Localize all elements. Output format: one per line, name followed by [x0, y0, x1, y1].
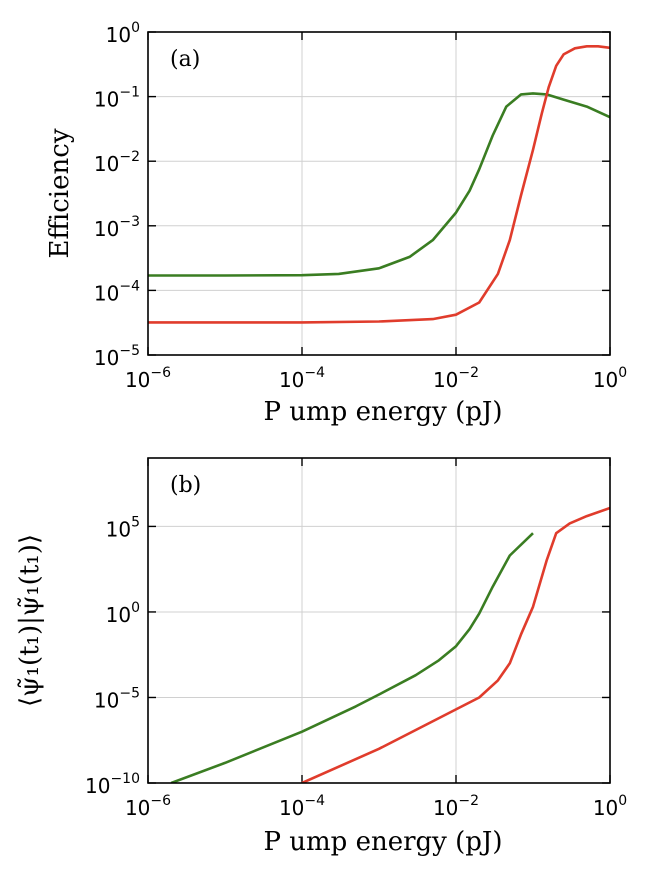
panel-a: 10−6 10−4 10−2 10010−510−410−310−210−1100(a… [45, 20, 627, 427]
y-tick-label-base: 10 [94, 346, 119, 370]
x-tick-label: 10−2 [433, 365, 479, 392]
y-tick-label: 100 [106, 20, 140, 47]
x-axis-label: P ump energy (pJ) [264, 827, 503, 857]
x-tick-label-base: 10 [593, 796, 618, 820]
x-tick-label-base: 10 [433, 796, 458, 820]
y-tick-label-exp: −10 [110, 771, 140, 787]
y-tick-label: 10−4 [94, 278, 140, 305]
y-tick-label-base: 10 [85, 774, 110, 798]
y-tick-label-base: 10 [94, 88, 119, 112]
y-tick-label: 100 [106, 600, 140, 627]
panel-label: (a) [170, 47, 200, 72]
y-tick-label: 10−5 [94, 343, 140, 370]
x-tick-label-base: 10 [279, 368, 304, 392]
x-tick-label-exp: −6 [150, 365, 171, 381]
x-tick-label: 10−4 [279, 793, 325, 820]
x-tick-label-exp: 0 [618, 793, 627, 809]
x-tick-label: 100 [593, 365, 627, 392]
y-tick-label: 10−5 [94, 685, 140, 712]
y-tick-label-exp: 0 [131, 600, 140, 616]
y-tick-label-base: 10 [94, 217, 119, 241]
y-axis-label: ⟨ψ̃₁(t₁)|ψ̃₁(t₁)⟩ [15, 534, 45, 707]
x-tick-label: 100 [593, 793, 627, 820]
series-green-line [148, 92, 610, 277]
x-tick-label-exp: −6 [150, 793, 171, 809]
panel-label: (b) [170, 473, 201, 498]
y-tick-label: 10−2 [94, 149, 140, 176]
series-red-line [148, 45, 610, 324]
y-tick-label: 10−1 [94, 85, 140, 112]
y-tick-label-exp: 0 [131, 20, 140, 36]
x-tick-label-exp: −2 [458, 365, 479, 381]
x-tick-label-base: 10 [433, 368, 458, 392]
y-tick-label: 105 [106, 514, 140, 541]
y-tick-label-base: 10 [94, 152, 119, 176]
y-tick-label-exp: −5 [119, 343, 140, 359]
plot-frame [147, 31, 611, 356]
series-red-line [301, 506, 610, 783]
y-tick-label-base: 10 [106, 603, 131, 627]
y-tick-label: 10−10 [85, 771, 140, 798]
x-tick-label: 10−2 [433, 793, 479, 820]
x-tick-label-base: 10 [593, 368, 618, 392]
x-tick-label-base: 10 [279, 796, 304, 820]
y-tick-label-base: 10 [94, 688, 119, 712]
y-tick-label-base: 10 [106, 23, 131, 47]
y-tick-label-exp: −3 [119, 214, 140, 230]
y-tick-label: 10−3 [94, 214, 140, 241]
y-tick-label-base: 10 [94, 281, 119, 305]
x-tick-label-exp: 0 [618, 365, 627, 381]
y-tick-label-exp: −1 [119, 85, 140, 101]
series-green-line [170, 532, 534, 783]
x-tick-label-base: 10 [125, 796, 150, 820]
x-tick-label-exp: −2 [458, 793, 479, 809]
x-tick-label-base: 10 [125, 368, 150, 392]
y-axis-label: Efficiency [45, 128, 75, 258]
plot-frame [147, 457, 611, 784]
x-tick-label-exp: −4 [304, 365, 325, 381]
x-tick-label: 10−6 [125, 793, 171, 820]
x-tick-label: 10−4 [279, 365, 325, 392]
x-axis-label: P ump energy (pJ) [264, 397, 503, 427]
y-tick-label-exp: −4 [119, 278, 140, 294]
y-tick-label-exp: 5 [131, 514, 140, 530]
y-tick-label-exp: −5 [119, 685, 140, 701]
y-tick-label-exp: −2 [119, 149, 140, 165]
y-tick-label-base: 10 [106, 517, 131, 541]
x-tick-label: 10−6 [125, 365, 171, 392]
x-tick-label-exp: −4 [304, 793, 325, 809]
